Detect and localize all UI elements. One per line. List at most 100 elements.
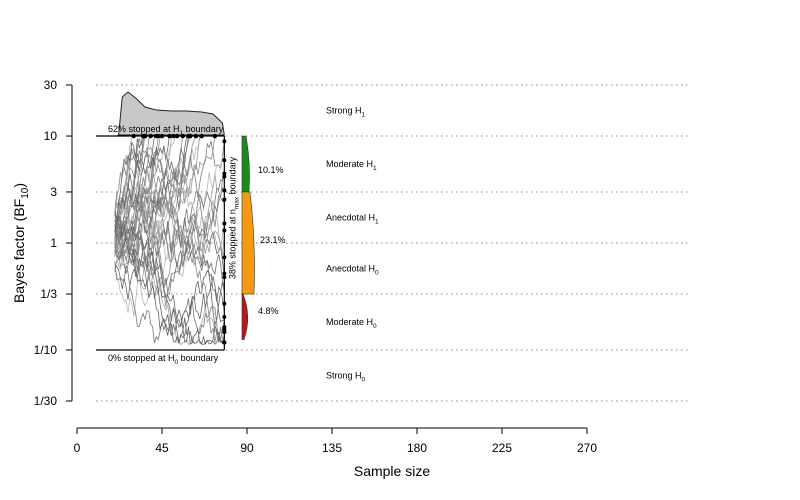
stop-point-nmax xyxy=(222,228,227,233)
stop-point-nmax xyxy=(222,301,227,306)
trajectory-line xyxy=(114,133,216,261)
stop-point-nmax xyxy=(222,327,227,332)
y-axis: 30 10 3 1 1/3 1/10 1/30 xyxy=(34,78,73,408)
y-tick-label: 1/10 xyxy=(34,343,58,357)
stop-point-nmax xyxy=(222,330,227,335)
trajectory-line xyxy=(114,133,146,240)
y-axis-title-main: Bayes factor (BF xyxy=(11,199,27,303)
trajectory-line xyxy=(114,261,225,344)
trajectory-line xyxy=(114,156,225,317)
x-axis-title: Sample size xyxy=(354,463,430,479)
stop-point-h1 xyxy=(199,133,204,139)
stop-points xyxy=(131,133,227,345)
x-tick-label: 225 xyxy=(492,441,512,455)
stop-density xyxy=(117,91,225,136)
stop-point-nmax xyxy=(222,174,227,179)
trajectory-line xyxy=(114,175,225,271)
nmax-percent-label: 4.8% xyxy=(258,306,279,316)
nmax-boundary-label-sub: max xyxy=(233,196,240,209)
stop-point-h1 xyxy=(212,133,218,139)
grid-lines xyxy=(96,84,690,402)
bf-trajectories xyxy=(114,133,225,346)
stop-point-h1 xyxy=(174,133,180,139)
zone-label-main: Moderate H xyxy=(326,317,373,327)
x-tick-label: 270 xyxy=(577,441,597,455)
lower-boundary-label-main: 0% stopped at H xyxy=(108,353,175,363)
zone-label-sub: 1 xyxy=(375,219,379,226)
stop-point-nmax xyxy=(222,139,227,144)
stop-point-nmax xyxy=(222,188,227,193)
x-tick-label: 45 xyxy=(155,441,169,455)
zone-label: Moderate H1 xyxy=(326,159,377,172)
nmax-segment xyxy=(241,191,255,295)
trajectory-line xyxy=(114,134,159,255)
stop-point-h1 xyxy=(171,133,176,139)
zone-label-sub: 1 xyxy=(362,112,366,119)
x-tick-label: 90 xyxy=(240,441,254,455)
trajectory-line xyxy=(114,133,191,266)
zone-label-main: Anecdotal H xyxy=(326,264,375,274)
lower-boundary-label: 0% stopped at H0 boundary xyxy=(108,353,219,366)
stop-point-h1 xyxy=(180,133,185,139)
y-tick-label: 10 xyxy=(44,129,58,143)
zone-label-sub: 0 xyxy=(373,323,377,330)
stop-point-h1 xyxy=(142,133,148,139)
nmax-percent-label: 23.1% xyxy=(260,235,286,245)
zone-label: Strong H1 xyxy=(326,106,366,119)
nmax-boundary-label-main: 38% stopped at n xyxy=(227,209,237,279)
y-axis-title-close: ) xyxy=(11,183,27,188)
trajectory-line xyxy=(114,216,225,344)
lower-boundary-label-end: boundary xyxy=(178,353,219,363)
stop-point-h1 xyxy=(193,133,199,139)
stop-point-nmax xyxy=(222,197,227,202)
trajectory-line xyxy=(114,134,189,243)
nmax-segment xyxy=(241,293,249,340)
y-tick-label: 1 xyxy=(50,236,57,250)
stop-point-h1 xyxy=(156,133,161,139)
x-tick-label: 135 xyxy=(322,441,342,455)
stop-point-nmax xyxy=(222,340,227,345)
zone-label-main: Strong H xyxy=(326,371,362,381)
stop-point-nmax xyxy=(222,315,227,320)
y-axis-title-sub: 10 xyxy=(20,187,31,199)
y-tick-label: 3 xyxy=(50,185,57,199)
stop-point-nmax xyxy=(222,221,227,226)
y-tick-label: 1/3 xyxy=(40,287,57,301)
upper-boundary-label-end: boundary xyxy=(183,124,224,134)
nmax-segment xyxy=(241,135,250,193)
zone-label: Moderate H0 xyxy=(326,317,377,330)
nmax-distribution: 10.1% 23.1% 4.8% xyxy=(241,135,286,340)
nmax-percent-label: 10.1% xyxy=(258,165,284,175)
lower-boundary-label-sub: 0 xyxy=(175,359,179,366)
zone-label: Anecdotal H0 xyxy=(326,264,379,277)
zone-label-main: Moderate H xyxy=(326,159,373,169)
y-axis-title: Bayes factor (BF10) xyxy=(11,183,31,303)
x-tick-label: 180 xyxy=(407,441,427,455)
trajectory-line xyxy=(114,135,184,251)
stop-point-h1 xyxy=(159,133,165,139)
stop-point-h1 xyxy=(167,133,172,139)
y-tick-label: 30 xyxy=(44,78,58,92)
stop-density-shape xyxy=(117,91,225,136)
stop-point-nmax xyxy=(222,158,227,163)
nmax-boundary-label-end: boundary xyxy=(227,156,237,197)
stop-point-h1 xyxy=(188,133,193,139)
trajectory-line xyxy=(114,186,225,266)
stop-point-h1 xyxy=(148,133,153,139)
zone-label: Anecdotal H1 xyxy=(326,213,379,226)
zone-label-main: Anecdotal H xyxy=(326,213,375,223)
upper-boundary-label-sub: 1 xyxy=(180,130,184,137)
upper-boundary-label-main: 62% stopped at H xyxy=(108,124,180,134)
trajectory-line xyxy=(114,133,135,216)
trajectory-line xyxy=(114,246,225,342)
stop-point-nmax xyxy=(222,255,227,260)
zone-label-main: Strong H xyxy=(326,106,362,116)
stop-point-h1 xyxy=(131,133,136,139)
zone-label-sub: 0 xyxy=(362,377,366,384)
zone-label-sub: 1 xyxy=(373,165,377,172)
x-tick-label: 0 xyxy=(74,441,81,455)
trajectory-line xyxy=(114,133,170,239)
stop-point-nmax xyxy=(222,275,227,280)
